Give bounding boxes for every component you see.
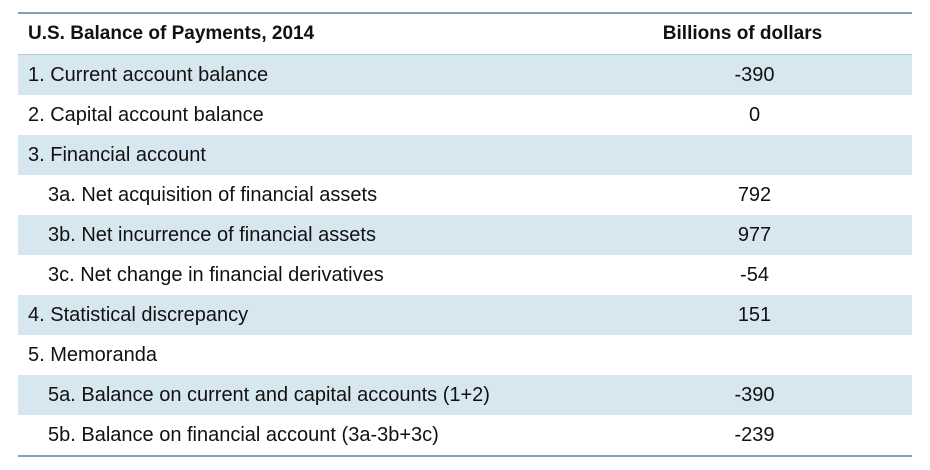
row-label: 1. Current account balance <box>28 63 269 86</box>
row-value: 0 <box>748 103 761 126</box>
column-header-billions: Billions of dollars <box>662 23 823 44</box>
table-row: 5. Memoranda <box>18 335 912 375</box>
balance-of-payments-table: U.S. Balance of Payments, 2014 Billions … <box>18 12 912 457</box>
table-row: 3c. Net change in financial derivatives … <box>18 255 912 295</box>
row-label: 3c. Net change in financial derivatives <box>48 263 384 286</box>
row-label: 5a. Balance on current and capital accou… <box>48 383 490 406</box>
table-row: 4. Statistical discrepancy 151 <box>18 295 912 335</box>
table-row: 3b. Net incurrence of financial assets 9… <box>18 215 912 255</box>
table-body: U.S. Balance of Payments, 2014 Billions … <box>18 12 912 457</box>
table-header-row: U.S. Balance of Payments, 2014 Billions … <box>18 14 912 55</box>
row-label: 5. Memoranda <box>28 343 157 366</box>
row-value: -239 <box>734 423 775 446</box>
row-value: -390 <box>734 383 775 406</box>
row-label: 2. Capital account balance <box>28 103 264 126</box>
row-label: 3a. Net acquisition of financial assets <box>48 183 378 206</box>
row-label: 4. Statistical discrepancy <box>28 303 249 326</box>
table-row: 3a. Net acquisition of financial assets … <box>18 175 912 215</box>
row-label: 3b. Net incurrence of financial assets <box>48 223 376 246</box>
table-row: 5a. Balance on current and capital accou… <box>18 375 912 415</box>
row-value: -390 <box>734 63 775 86</box>
table-title: U.S. Balance of Payments, 2014 <box>28 23 315 44</box>
row-label: 5b. Balance on financial account (3a-3b+… <box>48 423 439 446</box>
table-row: 1. Current account balance -390 <box>18 55 912 95</box>
table-row: 5b. Balance on financial account (3a-3b+… <box>18 415 912 455</box>
row-label: 3. Financial account <box>28 143 206 166</box>
row-value: 792 <box>737 183 772 206</box>
row-value: 151 <box>737 303 772 326</box>
table-row: 2. Capital account balance 0 <box>18 95 912 135</box>
table-row: 3. Financial account <box>18 135 912 175</box>
row-value: -54 <box>740 263 769 286</box>
row-value: 977 <box>737 223 772 246</box>
